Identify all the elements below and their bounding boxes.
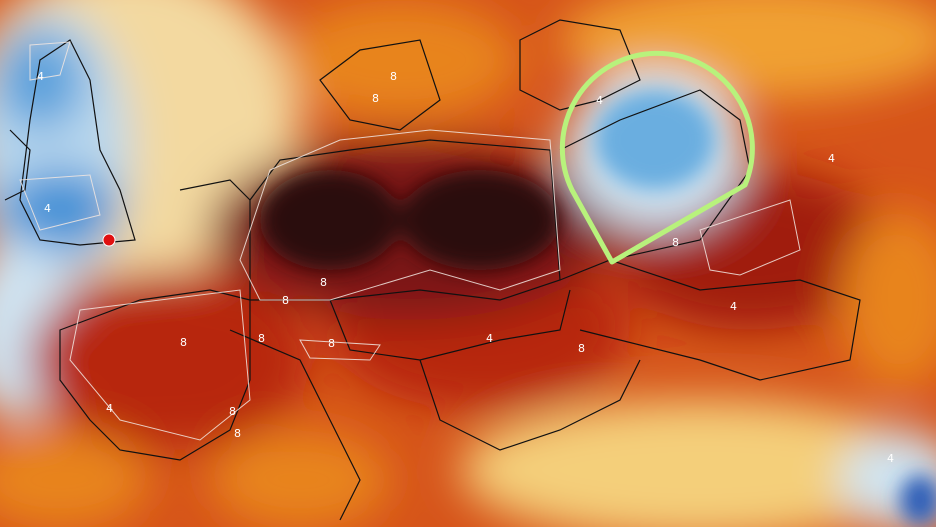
location-dot-icon (102, 233, 116, 247)
extreme-heat-core (260, 90, 936, 525)
contour-label: 8 (234, 427, 241, 440)
contour-label: 4 (106, 402, 113, 415)
isotherm-contours (19, 41, 801, 441)
contour-label: 4 (486, 332, 493, 345)
contour-label: 8 (390, 70, 397, 83)
contour-label: 8 (672, 236, 679, 249)
contour-label: 4 (887, 452, 894, 465)
contour-labels: 4 4 4 4 4 4 4 8 8 8 8 8 8 8 8 8 8 8 4 (37, 70, 894, 465)
contour-label: 8 (180, 336, 187, 349)
contour-label: 4 (37, 70, 44, 83)
country-borders (4, 19, 861, 521)
contour-label: 8 (282, 294, 289, 307)
map-pin-outline-icon (559, 50, 755, 265)
contour-label: 8 (578, 342, 585, 355)
contour-label: 4 (44, 202, 51, 215)
contour-label: 4 (730, 300, 737, 313)
contour-label: 8 (320, 276, 327, 289)
contour-label: 8 (229, 405, 236, 418)
contour-label: 4 (828, 152, 835, 165)
contour-label: 8 (372, 92, 379, 105)
contour-label: 8 (258, 332, 265, 345)
contour-label: 4 (596, 94, 603, 107)
contour-label: 8 (328, 337, 335, 350)
